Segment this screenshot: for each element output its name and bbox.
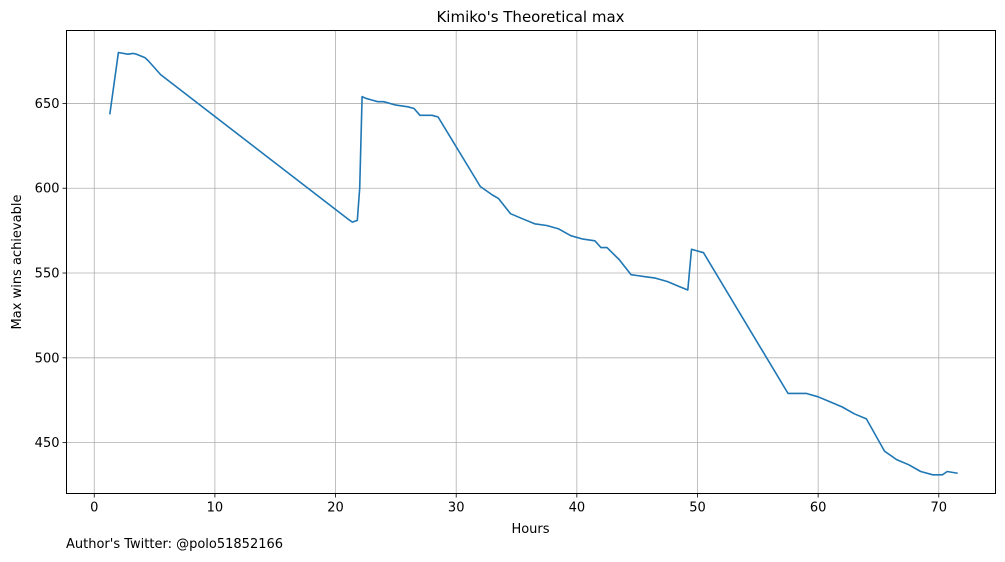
y-tick-label-4: 650 bbox=[35, 97, 60, 112]
y-axis: 450 500 550 600 650 bbox=[35, 97, 67, 451]
author-credit: Author's Twitter: @polo51852166 bbox=[66, 537, 284, 552]
x-tick-label-6: 60 bbox=[810, 501, 827, 516]
y-tick-label-1: 500 bbox=[35, 351, 60, 366]
y-tick-label-3: 600 bbox=[35, 182, 60, 197]
x-tick-label-0: 0 bbox=[90, 501, 98, 516]
x-tick-label-5: 50 bbox=[689, 501, 706, 516]
x-tick-label-4: 40 bbox=[569, 501, 586, 516]
x-tick-label-1: 10 bbox=[207, 501, 224, 516]
x-axis-label: Hours bbox=[511, 522, 549, 537]
plot-area-frame bbox=[66, 30, 996, 494]
x-tick-label-7: 70 bbox=[931, 501, 948, 516]
grid-lines bbox=[66, 30, 996, 494]
chart-title: Kimiko's Theoretical max bbox=[436, 8, 624, 26]
x-tick-label-3: 30 bbox=[448, 501, 465, 516]
x-axis: 0 10 20 30 40 50 60 70 bbox=[90, 493, 948, 516]
y-axis-label: Max wins achievable bbox=[10, 195, 25, 330]
series-layer bbox=[108, 51, 958, 476]
x-tick-label-2: 20 bbox=[327, 501, 344, 516]
series-line-0 bbox=[108, 51, 958, 476]
y-tick-label-2: 550 bbox=[35, 267, 60, 282]
y-tick-label-0: 450 bbox=[35, 436, 60, 451]
